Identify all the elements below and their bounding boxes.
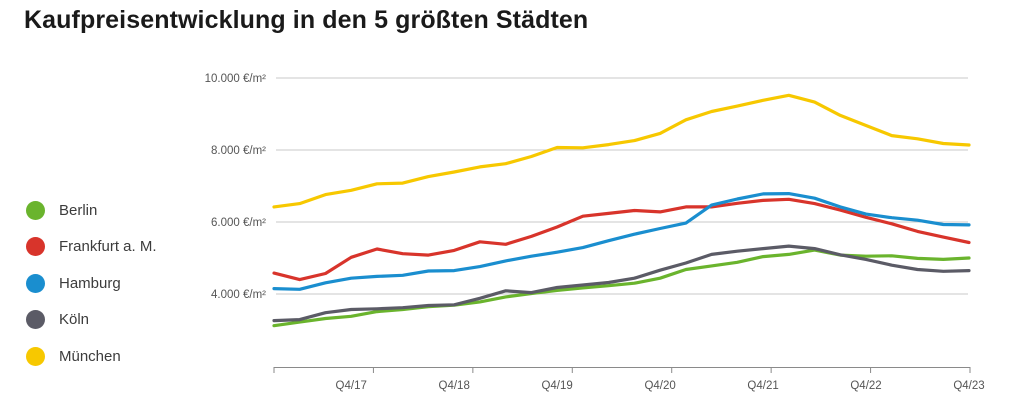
legend: Berlin Frankfurt a. M. Hamburg Köln Münc… — [26, 192, 157, 375]
series-line-frankfurt-a-m- — [272, 197, 971, 282]
legend-item-hamburg[interactable]: Hamburg — [26, 265, 157, 302]
x-tick-label: Q4/21 — [747, 380, 778, 392]
series-line-hamburg — [272, 192, 971, 291]
legend-label: Hamburg — [59, 274, 121, 292]
x-tick-label: Q4/20 — [644, 380, 675, 392]
legend-dot — [26, 346, 45, 366]
x-axis: Q4/17 Q4/18 Q4/19 Q4/20 Q4/21 Q4/22 Q4/23 — [273, 367, 985, 392]
legend-label: Köln — [59, 311, 90, 329]
legend-dot — [26, 310, 45, 330]
legend-dot — [26, 200, 45, 220]
y-tick-label: 8.000 €/m² — [211, 145, 266, 157]
y-tick-label: 4.000 €/m² — [211, 289, 266, 301]
series-line-münchen — [272, 93, 971, 209]
y-tick-label: 6.000 €/m² — [211, 217, 266, 229]
x-tick-label: Q4/23 — [953, 380, 984, 392]
legend-dot — [26, 237, 45, 257]
x-tick-label: Q4/22 — [850, 380, 881, 392]
series-lines — [272, 93, 971, 328]
legend-item-berlin[interactable]: Berlin — [26, 192, 157, 229]
x-tick-label: Q4/19 — [541, 380, 572, 392]
legend-dot — [26, 273, 45, 293]
series-line-berlin — [272, 248, 971, 328]
y-tick-label: 10.000 €/m² — [205, 73, 267, 85]
legend-label: Frankfurt a. M. — [59, 238, 157, 256]
x-tick-label: Q4/17 — [336, 380, 367, 392]
series-line-köln — [272, 244, 971, 323]
legend-item-frankfurt[interactable]: Frankfurt a. M. — [26, 229, 157, 266]
legend-label: Berlin — [59, 201, 98, 219]
page-title: Kaufpreisentwicklung in den 5 größten St… — [24, 6, 589, 34]
gridlines: 4.000 €/m² 6.000 €/m² 8.000 €/m² 10.000 €/m… — [205, 73, 968, 301]
legend-item-koeln[interactable]: Köln — [26, 302, 157, 339]
legend-label: München — [59, 347, 121, 365]
x-tick-label: Q4/18 — [439, 380, 470, 392]
legend-item-muenchen[interactable]: München — [26, 338, 157, 375]
